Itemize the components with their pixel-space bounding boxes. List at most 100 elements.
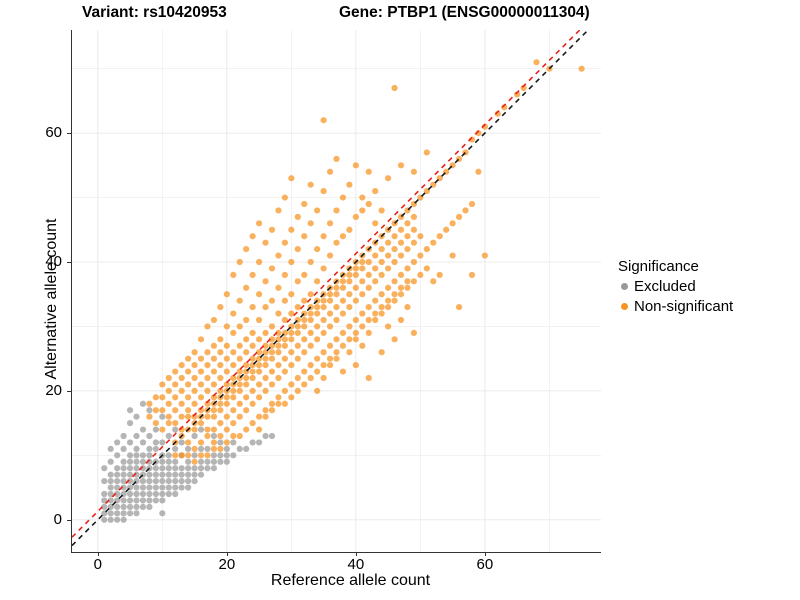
data-point	[359, 265, 366, 272]
y-tick-mark	[67, 133, 71, 135]
data-point	[191, 349, 198, 356]
data-point	[243, 426, 250, 433]
data-point	[255, 258, 263, 266]
data-point	[281, 400, 288, 407]
data-point	[268, 349, 276, 356]
data-point	[359, 194, 366, 201]
data-point	[210, 439, 218, 446]
data-point	[178, 413, 185, 420]
data-point	[262, 239, 269, 246]
data-point	[204, 465, 211, 472]
data-point	[249, 304, 256, 311]
data-point	[126, 478, 134, 485]
data-point	[520, 84, 527, 92]
data-point	[339, 278, 347, 285]
data-point	[146, 432, 153, 440]
data-point	[114, 471, 121, 478]
data-point	[230, 329, 237, 336]
legend-item[interactable]: Excluded	[618, 276, 733, 296]
data-point	[281, 316, 288, 324]
data-point	[139, 439, 147, 446]
legend-item[interactable]: Non-significant	[618, 296, 733, 316]
data-point	[385, 239, 392, 246]
data-point	[404, 233, 411, 240]
data-point	[165, 413, 172, 420]
data-point	[185, 465, 192, 472]
data-point	[352, 213, 359, 220]
data-point	[462, 207, 469, 214]
data-point	[346, 226, 353, 233]
data-point	[255, 291, 263, 298]
data-point	[107, 478, 114, 485]
data-point	[281, 271, 288, 278]
data-point	[178, 478, 185, 485]
data-point	[346, 291, 353, 298]
data-point	[378, 271, 385, 278]
x-axis-title: Reference allele count	[270, 572, 431, 589]
data-point	[107, 503, 114, 510]
data-point	[126, 497, 134, 504]
data-point	[326, 291, 334, 298]
data-point	[185, 445, 192, 452]
data-point	[191, 387, 198, 394]
data-point	[165, 452, 172, 459]
data-point	[255, 381, 263, 388]
data-point	[352, 316, 359, 324]
data-point	[288, 394, 295, 401]
data-point	[236, 413, 243, 420]
data-point	[391, 246, 398, 253]
data-point	[294, 374, 301, 382]
data-point	[126, 465, 134, 472]
data-point	[281, 297, 288, 304]
data-point	[101, 497, 108, 504]
data-point	[378, 207, 385, 214]
data-point	[197, 439, 205, 446]
data-point	[359, 323, 366, 330]
data-point	[410, 213, 418, 220]
data-point	[301, 297, 308, 304]
data-point	[249, 439, 256, 446]
data-point	[165, 387, 172, 394]
data-point	[120, 445, 127, 452]
data-point	[339, 284, 347, 291]
data-point	[191, 374, 198, 382]
data-point	[468, 271, 476, 278]
data-point	[468, 200, 476, 208]
data-point	[391, 336, 398, 343]
data-point	[339, 297, 347, 304]
data-point	[346, 278, 353, 285]
data-point	[294, 246, 301, 253]
legend-item-label: Excluded	[634, 277, 696, 295]
data-point	[326, 310, 334, 317]
data-point	[352, 162, 359, 169]
data-point	[243, 445, 250, 452]
data-point	[152, 426, 159, 433]
data-point	[159, 497, 166, 504]
data-point	[275, 310, 282, 317]
data-point	[172, 490, 179, 498]
data-point	[114, 503, 121, 510]
data-point	[152, 471, 159, 478]
data-point	[178, 374, 185, 382]
data-point	[185, 439, 192, 446]
data-point	[197, 445, 205, 452]
data-point	[423, 149, 430, 156]
data-point	[172, 426, 179, 433]
data-point	[126, 471, 134, 478]
data-point	[146, 478, 153, 485]
data-point	[430, 278, 437, 285]
data-point	[126, 407, 134, 414]
data-point	[223, 452, 230, 459]
data-point	[204, 323, 211, 330]
data-point	[262, 374, 269, 382]
data-point	[372, 220, 379, 227]
data-point	[391, 291, 398, 298]
data-point	[197, 471, 205, 478]
data-point	[236, 387, 243, 394]
data-point	[410, 226, 418, 233]
data-point	[178, 426, 185, 433]
data-point	[210, 432, 218, 440]
data-point	[230, 310, 237, 317]
data-point	[191, 426, 198, 433]
data-point	[326, 168, 334, 175]
